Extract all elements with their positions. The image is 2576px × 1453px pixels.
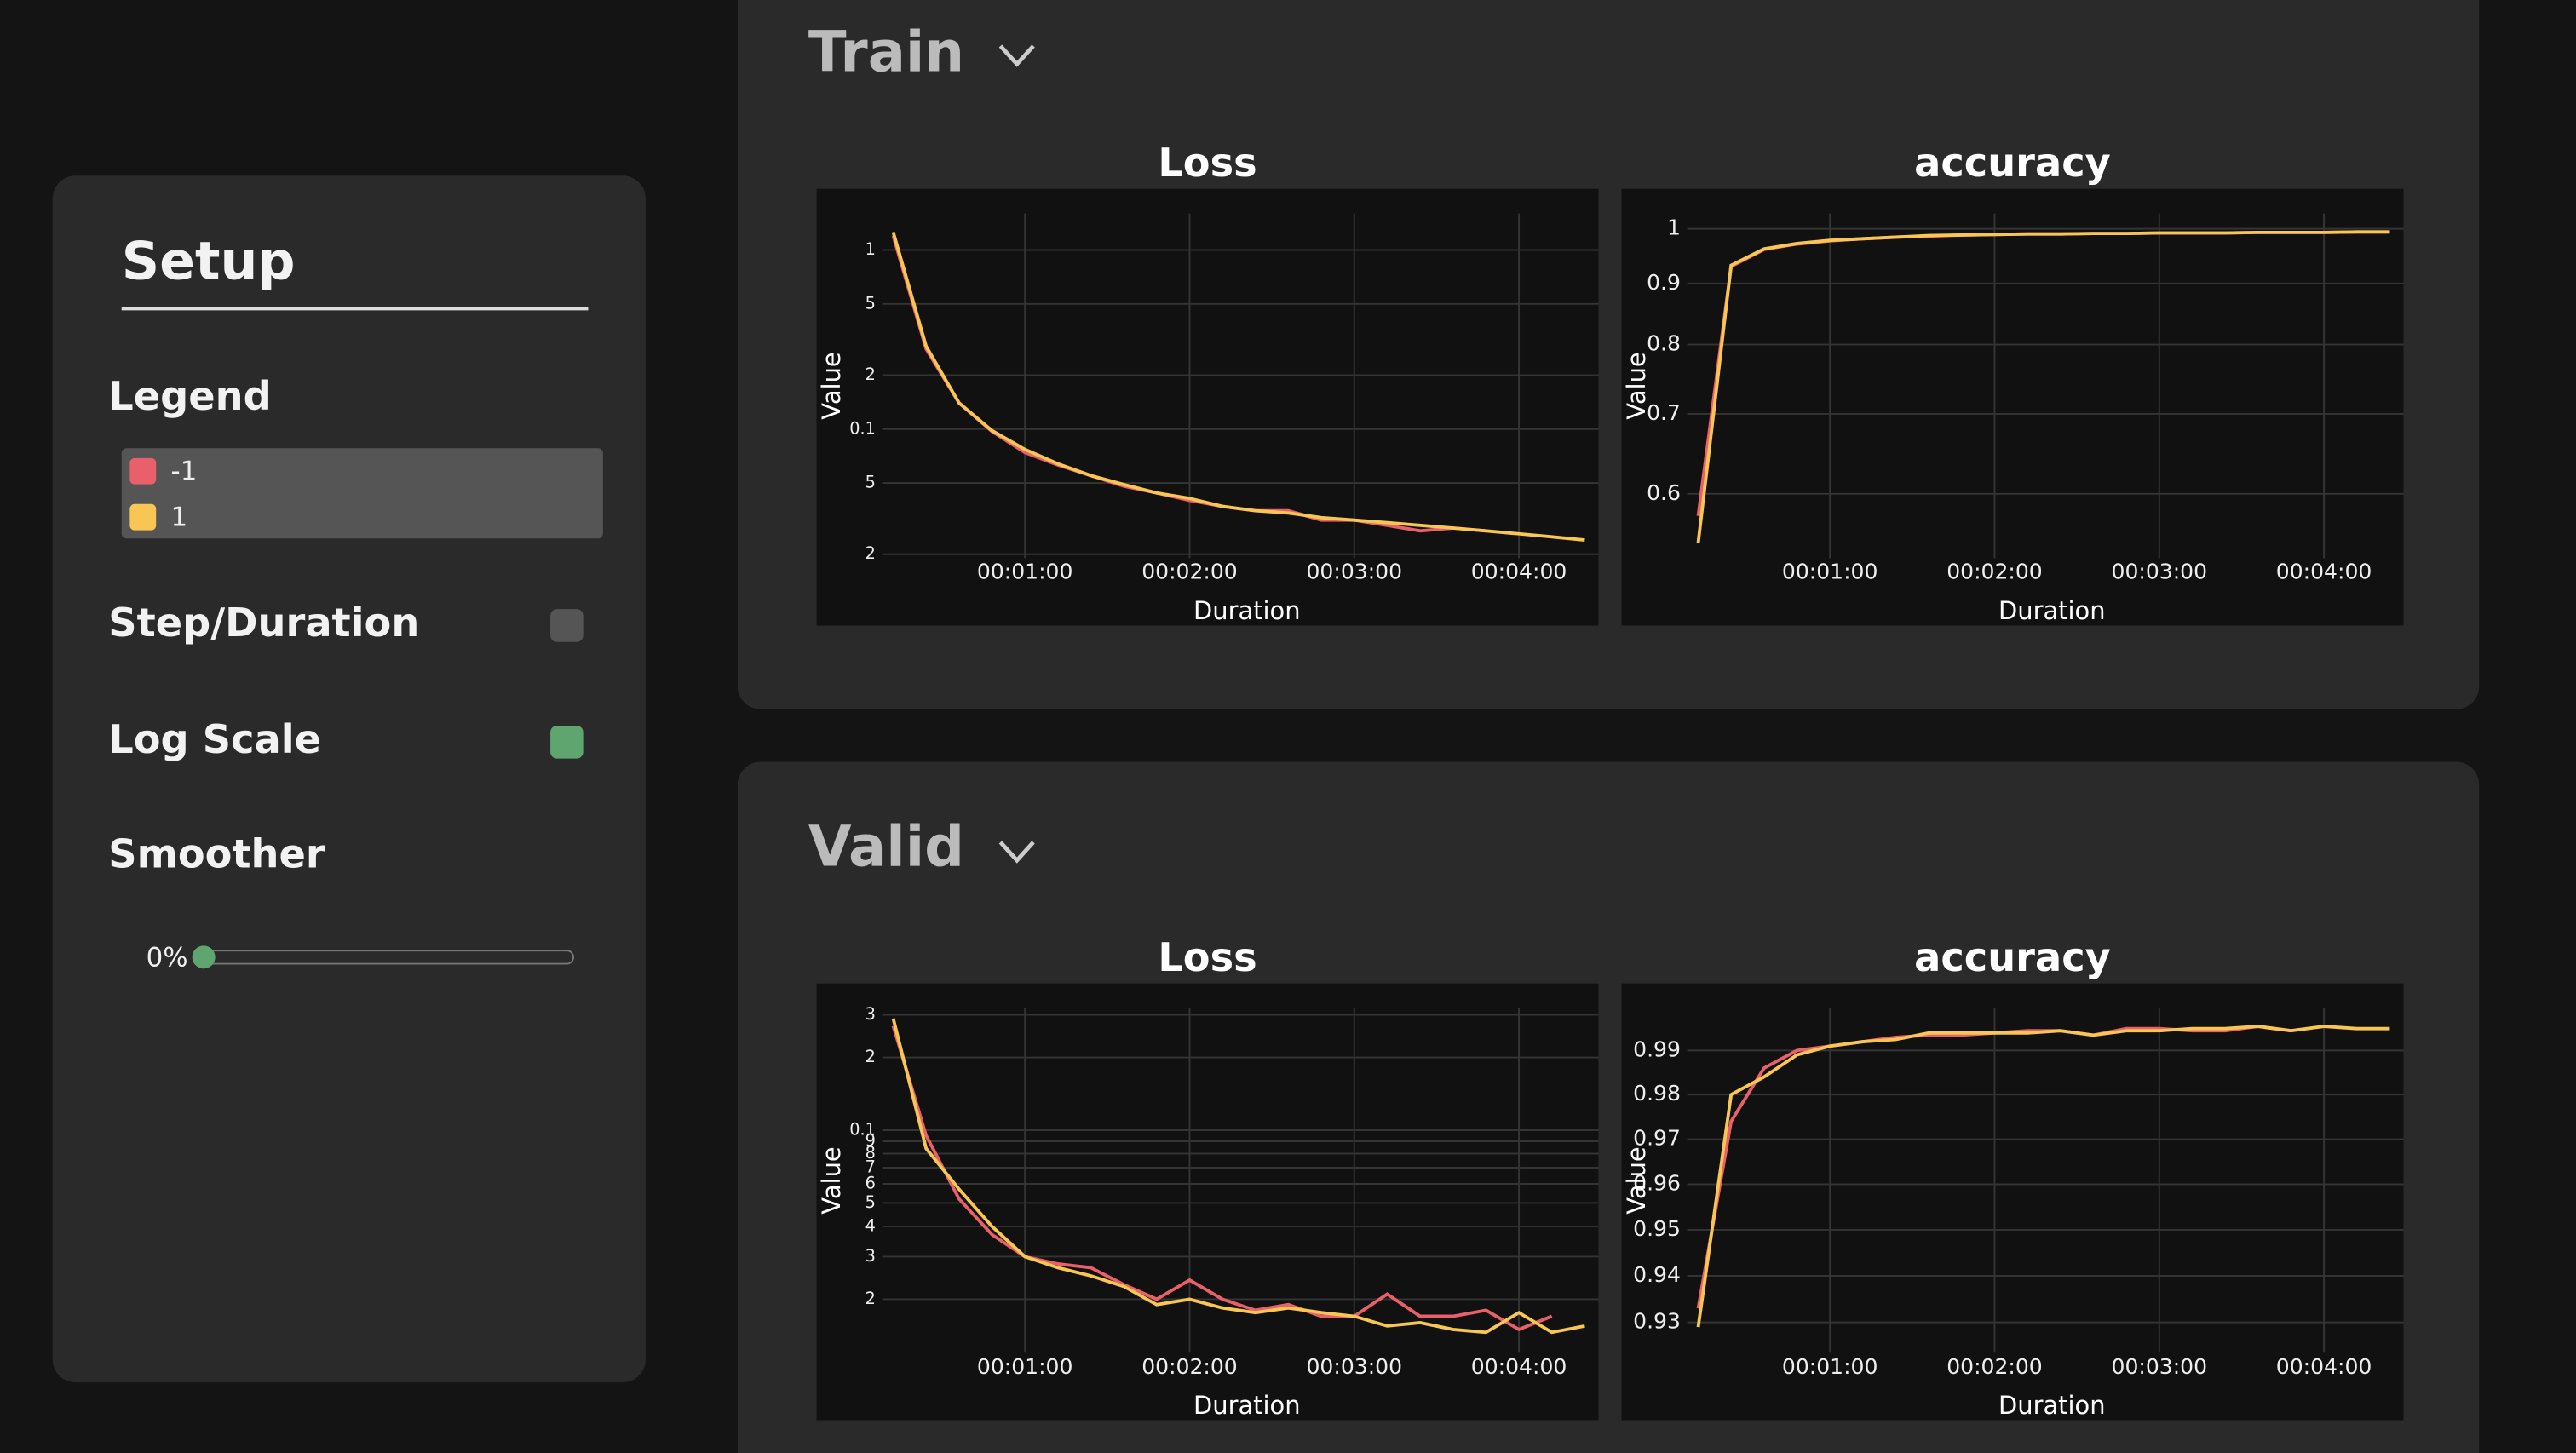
y-tick-label: 0.6 bbox=[1647, 480, 1681, 505]
y-tick-label: 9 bbox=[865, 1130, 876, 1150]
x-tick-label: 00:03:00 bbox=[1307, 1354, 1403, 1379]
smoother-title: Smoother bbox=[108, 831, 325, 877]
legend-box bbox=[121, 448, 603, 539]
y-tick-label: 0.8 bbox=[1647, 331, 1681, 356]
toggle[interactable] bbox=[550, 726, 584, 759]
y-tick-label: 0.99 bbox=[1633, 1037, 1681, 1061]
y-tick-label: 5 bbox=[865, 1192, 876, 1212]
y-tick-label: 5 bbox=[865, 293, 876, 313]
series-line bbox=[1696, 230, 2390, 543]
x-axis-label: Duration bbox=[1193, 1391, 1301, 1420]
y-tick-label: 6 bbox=[865, 1173, 876, 1192]
x-tick-label: 00:02:00 bbox=[1946, 1354, 2043, 1379]
legend-items: -1 1 bbox=[129, 457, 197, 533]
legend-title: Legend bbox=[108, 373, 271, 419]
y-tick-label: 3 bbox=[865, 1004, 876, 1024]
x-tick-label: 00:02:00 bbox=[1946, 560, 2043, 584]
y-tick-label: 0.1 bbox=[849, 418, 876, 438]
y-tick-label: 0.98 bbox=[1633, 1081, 1681, 1106]
x-tick-label: 00:02:00 bbox=[1141, 1354, 1238, 1379]
y-tick-label: 0.93 bbox=[1633, 1309, 1681, 1334]
chevron[interactable] bbox=[998, 841, 1035, 864]
x-tick-label: 00:01:00 bbox=[1782, 1354, 1878, 1379]
y-tick-label: 0.9 bbox=[1647, 270, 1681, 295]
y-tick-label: 2 bbox=[865, 1047, 876, 1066]
slider-knob[interactable] bbox=[192, 945, 216, 969]
y-tick-label: 0.95 bbox=[1633, 1216, 1681, 1241]
chevron[interactable] bbox=[998, 44, 1035, 67]
toggle-label: Log Scale bbox=[108, 716, 321, 762]
y-axis-label: Value bbox=[817, 352, 846, 419]
x-axis-label: Duration bbox=[1193, 596, 1301, 625]
legend-swatch bbox=[129, 457, 157, 485]
x-tick-label: 00:04:00 bbox=[2276, 560, 2372, 584]
chart-background bbox=[1621, 983, 2404, 1421]
chart-title: accuracy bbox=[1914, 140, 2111, 186]
x-tick-label: 00:03:00 bbox=[1307, 560, 1403, 584]
y-tick-label: 3 bbox=[865, 1246, 876, 1266]
chart-background bbox=[1621, 188, 2404, 626]
chart-background bbox=[816, 188, 1599, 626]
y-tick-label: 2 bbox=[865, 1289, 876, 1308]
x-tick-label: 00:03:00 bbox=[2112, 1354, 2208, 1379]
y-tick-label: 2 bbox=[865, 543, 876, 563]
legend-label: -1 bbox=[171, 457, 198, 487]
x-axis-label: Duration bbox=[1998, 1391, 2106, 1420]
toggle-label: Step/Duration bbox=[108, 600, 419, 646]
y-tick-label: 5 bbox=[865, 473, 876, 492]
toggle[interactable] bbox=[550, 609, 584, 642]
y-tick-label: 2 bbox=[865, 365, 876, 384]
smoother-value: 0% bbox=[147, 942, 188, 973]
y-axis-label: Value bbox=[1622, 352, 1651, 419]
legend-swatch bbox=[129, 503, 157, 531]
y-tick-label: 0.7 bbox=[1647, 400, 1681, 425]
chart-background bbox=[816, 983, 1599, 1421]
chart-title: accuracy bbox=[1914, 934, 2111, 980]
chart-title: Loss bbox=[1158, 140, 1256, 186]
y-tick-label: 1 bbox=[1667, 215, 1681, 240]
x-tick-label: 00:03:00 bbox=[2112, 560, 2208, 584]
x-tick-label: 00:04:00 bbox=[1471, 1354, 1567, 1379]
x-axis-label: Duration bbox=[1998, 596, 2106, 625]
series-line bbox=[891, 231, 1585, 542]
y-axis-label: Value bbox=[1622, 1146, 1651, 1214]
sidebar-title: Setup bbox=[122, 230, 296, 291]
x-tick-label: 00:01:00 bbox=[1782, 560, 1878, 584]
y-tick-label: 7 bbox=[865, 1157, 876, 1176]
y-tick-label: 0.96 bbox=[1633, 1171, 1681, 1196]
sidebar-card bbox=[52, 175, 646, 1383]
y-tick-label: 0.1 bbox=[849, 1120, 876, 1140]
series-line bbox=[891, 1018, 1585, 1335]
y-tick-label: 4 bbox=[865, 1215, 876, 1235]
legend-label: 1 bbox=[171, 503, 188, 533]
section-title: Valid bbox=[808, 815, 964, 880]
x-tick-label: 00:04:00 bbox=[2276, 1354, 2372, 1379]
x-tick-label: 00:01:00 bbox=[977, 560, 1073, 584]
y-tick-label: 0.97 bbox=[1633, 1126, 1681, 1151]
x-tick-label: 00:02:00 bbox=[1141, 560, 1238, 584]
x-tick-label: 00:04:00 bbox=[1471, 560, 1567, 584]
series-line bbox=[1696, 1025, 2390, 1328]
y-tick-label: 0.94 bbox=[1633, 1262, 1681, 1287]
series-line bbox=[891, 1025, 1553, 1332]
x-tick-label: 00:01:00 bbox=[977, 1354, 1073, 1379]
y-tick-label: 1 bbox=[865, 239, 876, 259]
section-title: Train bbox=[808, 20, 964, 85]
y-axis-label: Value bbox=[817, 1146, 846, 1214]
chart-title: Loss bbox=[1158, 934, 1256, 980]
y-tick-label: 8 bbox=[865, 1143, 876, 1163]
